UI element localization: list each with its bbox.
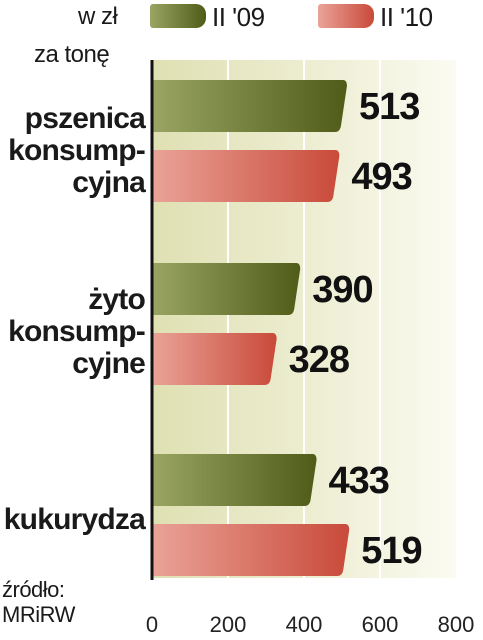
unit-label-line1: w zł <box>78 3 118 30</box>
value-label-wheat-2010: 493 <box>351 156 411 198</box>
unit-label-line2: za tonę <box>34 41 110 68</box>
legend-label-2009: II '09 <box>212 2 265 32</box>
value-label-corn-2010: 519 <box>361 530 421 572</box>
x-tick-label-400: 400 <box>286 612 323 637</box>
x-tick-label-600: 600 <box>362 612 399 637</box>
value-label-wheat-2009: 513 <box>359 86 419 128</box>
bar-corn-2010 <box>152 524 350 576</box>
legend-swatch-2010 <box>318 4 374 28</box>
value-label-corn-2009: 433 <box>329 460 389 502</box>
legend-swatch-2009 <box>150 4 206 28</box>
x-tick-label-800: 800 <box>438 612 475 637</box>
source-label-line1: źródło: <box>2 577 65 602</box>
bar-wheat-2009 <box>152 80 347 132</box>
category-label-rye: żyto konsump- cyjne <box>8 283 146 380</box>
bar-corn-2009 <box>152 454 317 506</box>
legend-label-2010: II '10 <box>380 2 433 32</box>
x-tick-label-0: 0 <box>146 612 158 637</box>
value-label-rye-2010: 328 <box>289 339 349 381</box>
bar-rye-2010 <box>152 333 277 385</box>
bar-rye-2009 <box>152 263 301 315</box>
bar-wheat-2010 <box>152 150 340 202</box>
category-label-wheat: pszenica konsump- cyjna <box>8 102 146 199</box>
source-label-line2: MRiRW <box>2 602 75 627</box>
value-label-rye-2009: 390 <box>312 269 372 311</box>
x-tick-label-200: 200 <box>210 612 247 637</box>
category-label-corn: kukurydza <box>3 503 146 536</box>
